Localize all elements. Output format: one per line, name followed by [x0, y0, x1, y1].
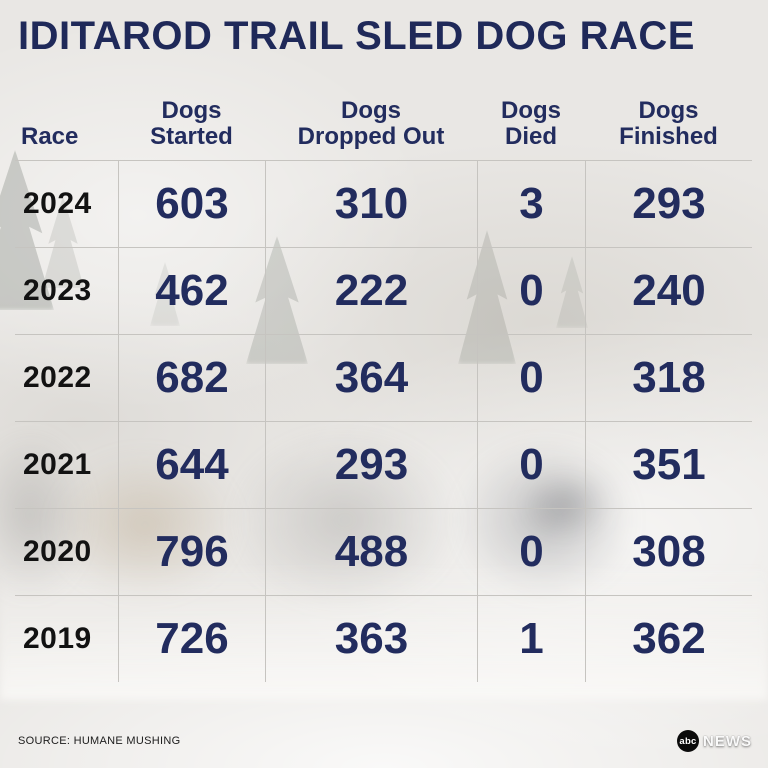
- table-cell-dogs-died: 0: [477, 247, 585, 334]
- table-cell-dogs-finished: 351: [585, 421, 752, 508]
- table-cell-race-year: 2019: [15, 595, 118, 682]
- column-header-dogs-died: Dogs Died: [501, 97, 561, 151]
- table-cell-dogs-finished: 240: [585, 247, 752, 334]
- abc-logo-text: abc: [679, 735, 697, 747]
- table-cell-race-year: 2023: [15, 247, 118, 334]
- table-cell-race-year: 2022: [15, 334, 118, 421]
- table-cell-dogs-dropped-out: 310: [265, 160, 477, 247]
- footer: SOURCE: HUMANE MUSHING abc NEWS: [18, 730, 752, 752]
- table-cell-race-year: 2021: [15, 421, 118, 508]
- table-cell-dogs-finished: 362: [585, 595, 752, 682]
- table-cell-dogs-died: 3: [477, 160, 585, 247]
- table-cell-dogs-dropped-out: 488: [265, 508, 477, 595]
- table-cell-dogs-finished: 308: [585, 508, 752, 595]
- table-cell-dogs-died: 0: [477, 508, 585, 595]
- table-cell-dogs-finished: 293: [585, 160, 752, 247]
- table-cell-dogs-died: 1: [477, 595, 585, 682]
- table-cell-race-year: 2020: [15, 508, 118, 595]
- table-cell-dogs-dropped-out: 293: [265, 421, 477, 508]
- column-header-dogs-started: Dogs Started: [150, 97, 233, 151]
- table-cell-dogs-started: 796: [118, 508, 265, 595]
- page-title: IDITAROD TRAIL SLED DOG RACE: [18, 14, 695, 58]
- table-cell-dogs-dropped-out: 222: [265, 247, 477, 334]
- table-cell-dogs-dropped-out: 364: [265, 334, 477, 421]
- column-header-race: Race: [21, 123, 79, 151]
- abc-news-wordmark: NEWS: [703, 732, 752, 750]
- table-cell-dogs-started: 603: [118, 160, 265, 247]
- table-cell-dogs-started: 682: [118, 334, 265, 421]
- table-cell-dogs-finished: 318: [585, 334, 752, 421]
- data-table: Race Dogs Started Dogs Dropped Out Dogs …: [15, 84, 752, 682]
- table-cell-race-year: 2024: [15, 160, 118, 247]
- column-header-dogs-dropped-out: Dogs Dropped Out: [297, 97, 445, 151]
- table-cell-dogs-started: 462: [118, 247, 265, 334]
- source-note: SOURCE: HUMANE MUSHING: [18, 735, 181, 747]
- table-cell-dogs-started: 726: [118, 595, 265, 682]
- column-header-dogs-finished: Dogs Finished: [619, 97, 718, 151]
- abc-logo-icon: abc: [677, 730, 699, 752]
- table-cell-dogs-died: 0: [477, 334, 585, 421]
- table-cell-dogs-started: 644: [118, 421, 265, 508]
- table-cell-dogs-dropped-out: 363: [265, 595, 477, 682]
- table-cell-dogs-died: 0: [477, 421, 585, 508]
- abc-news-logo: abc NEWS: [677, 730, 752, 752]
